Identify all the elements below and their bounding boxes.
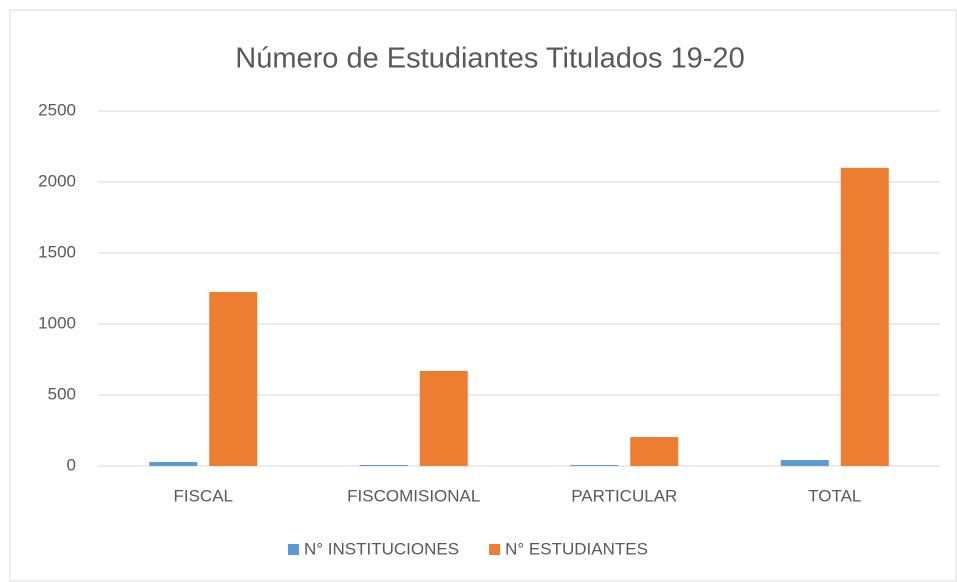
y-tick-label: 0 (67, 455, 76, 474)
x-tick-label: TOTAL (808, 486, 861, 505)
bar (149, 462, 198, 466)
chart-frame (9, 9, 957, 582)
y-tick-label: 2500 (38, 100, 76, 119)
bar (780, 460, 829, 466)
bar (209, 292, 258, 466)
y-tick-label: 500 (48, 384, 76, 403)
x-tick-label: FISCOMISIONAL (347, 486, 480, 505)
chart-title: Número de Estudiantes Titulados 19-20 (235, 43, 744, 75)
bar (419, 371, 468, 466)
legend-swatch (489, 544, 501, 555)
y-tick-label: 2000 (38, 171, 76, 190)
legend-label: N° ESTUDIANTES (505, 539, 648, 558)
bar (840, 167, 889, 467)
bar (630, 437, 679, 466)
bar (570, 465, 619, 466)
x-tick-label: FISCAL (173, 486, 233, 505)
bar (359, 465, 408, 466)
y-tick-label: 1000 (38, 313, 76, 332)
x-tick-label: PARTICULAR (571, 486, 677, 505)
y-tick-label: 1500 (38, 242, 76, 261)
legend-label: N° INSTITUCIONES (304, 539, 459, 558)
legend-swatch (288, 544, 299, 555)
